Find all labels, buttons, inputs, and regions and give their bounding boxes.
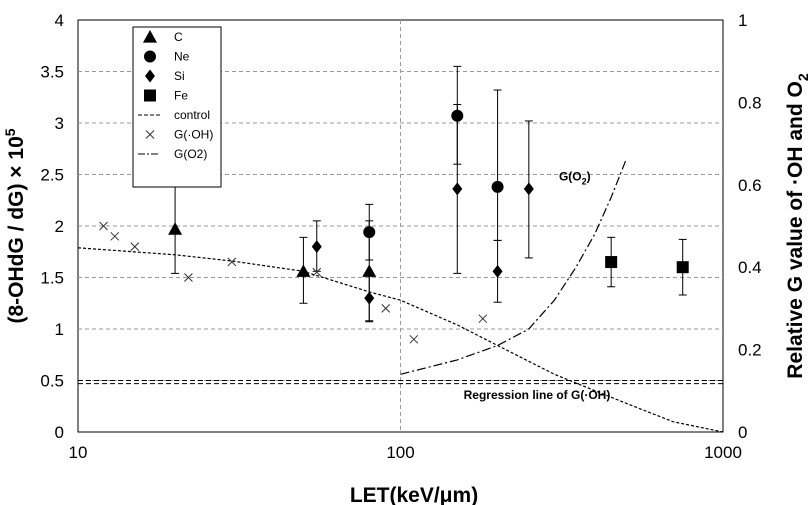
point-square [676,261,689,274]
cross-stroke [227,257,237,267]
point-cross [409,334,419,344]
g-o2-curve [400,159,627,375]
point-circle [491,180,504,193]
y-left-tick-label: 3 [55,114,64,133]
y-left-tick-label: 3.5 [40,63,64,82]
cross-stroke [312,267,322,277]
point-cross [99,221,108,231]
legend-label: Fe [174,89,188,103]
point-cross [381,304,391,313]
y-left-axis-title: (8-OHdG / dG) × 105 [2,128,28,323]
cross-stroke [145,130,155,139]
cross-stroke [110,231,120,241]
y-right-ticks: 0 0.2 0.4 0.6 0.8 1 [738,11,762,442]
legend-label: Si [174,69,185,83]
cross-stroke [381,304,391,313]
point-triangle [362,264,377,277]
point-circle [451,109,464,122]
cross-stroke [478,314,488,324]
point-triangle [168,222,183,235]
point-cross [184,273,193,282]
cross-stroke [184,273,193,282]
x-tick-label: 100 [386,443,414,462]
y-left-tick-label: 1.5 [40,269,64,288]
y-left-tick-label: 0 [55,423,64,442]
legend-swatch-diamond [145,69,155,83]
cross-stroke [409,334,419,344]
legend-swatch-square [144,89,156,102]
cross-stroke [130,242,140,251]
point-diamond [452,182,463,196]
legend: C Ne Si Fe control G(·OH) G(O2) [132,26,222,188]
point-cross [130,242,140,251]
x-tick-label: 1000 [704,443,742,462]
x-ticks: 10 100 1000 [69,443,742,462]
legend-label: G(·OH) [174,128,213,142]
y-right-tick-label: 0 [738,423,747,442]
y-right-tick-label: 0.8 [738,93,762,112]
point-cross [478,314,488,324]
legend-label: C [174,30,183,44]
control-lines [78,380,723,385]
y-left-tick-label: 2.5 [40,166,64,185]
point-diamond [492,264,503,278]
y-right-tick-label: 0.4 [738,258,762,277]
legend-swatch-cross [145,130,155,139]
annotation-regression: Regression line of G(·OH) [464,388,611,402]
point-cross [312,267,322,277]
cross-stroke [99,221,108,231]
y-right-axis-title: Relative G value of ·OH and O2 [784,73,811,379]
point-square [605,256,618,269]
point-diamond [523,182,534,196]
x-axis-title: LET(keV/μm) [350,484,478,505]
point-circle [363,226,376,239]
point-triangle [296,264,311,277]
y-left-ticks: 0 0.5 1 1.5 2 2.5 3 3.5 4 [40,11,64,442]
legend-swatch-triangle [143,30,157,43]
legend-label: G(O2) [174,147,207,161]
x-tick-label: 10 [69,443,88,462]
y-left-tick-label: 4 [55,11,64,30]
point-diamond [364,291,375,305]
y-right-tick-label: 1 [738,11,747,30]
legend-swatch-circle [144,50,156,63]
y-right-tick-label: 0.2 [738,341,762,360]
y-left-tick-label: 1 [55,320,64,339]
y-left-tick-label: 2 [55,217,64,236]
point-diamond [311,240,322,254]
annotation-g-o2: G(O2) [559,170,591,187]
y-right-tick-label: 0.6 [738,176,762,195]
point-cross [110,231,120,241]
g-o2-line [400,159,627,375]
markers [99,109,689,344]
point-cross [227,257,237,267]
legend-label: Ne [174,50,190,64]
y-left-tick-label: 0.5 [40,372,64,391]
legend-label: control [174,108,210,122]
